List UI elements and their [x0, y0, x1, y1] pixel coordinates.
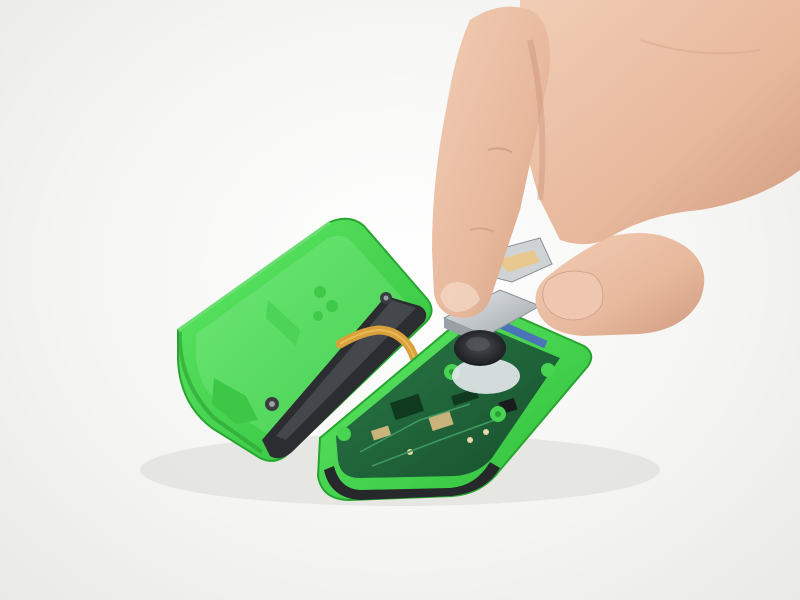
joystick-module — [442, 289, 542, 366]
left-shell-half — [177, 217, 433, 462]
hand — [432, 0, 800, 336]
rail-bumper — [324, 462, 500, 500]
